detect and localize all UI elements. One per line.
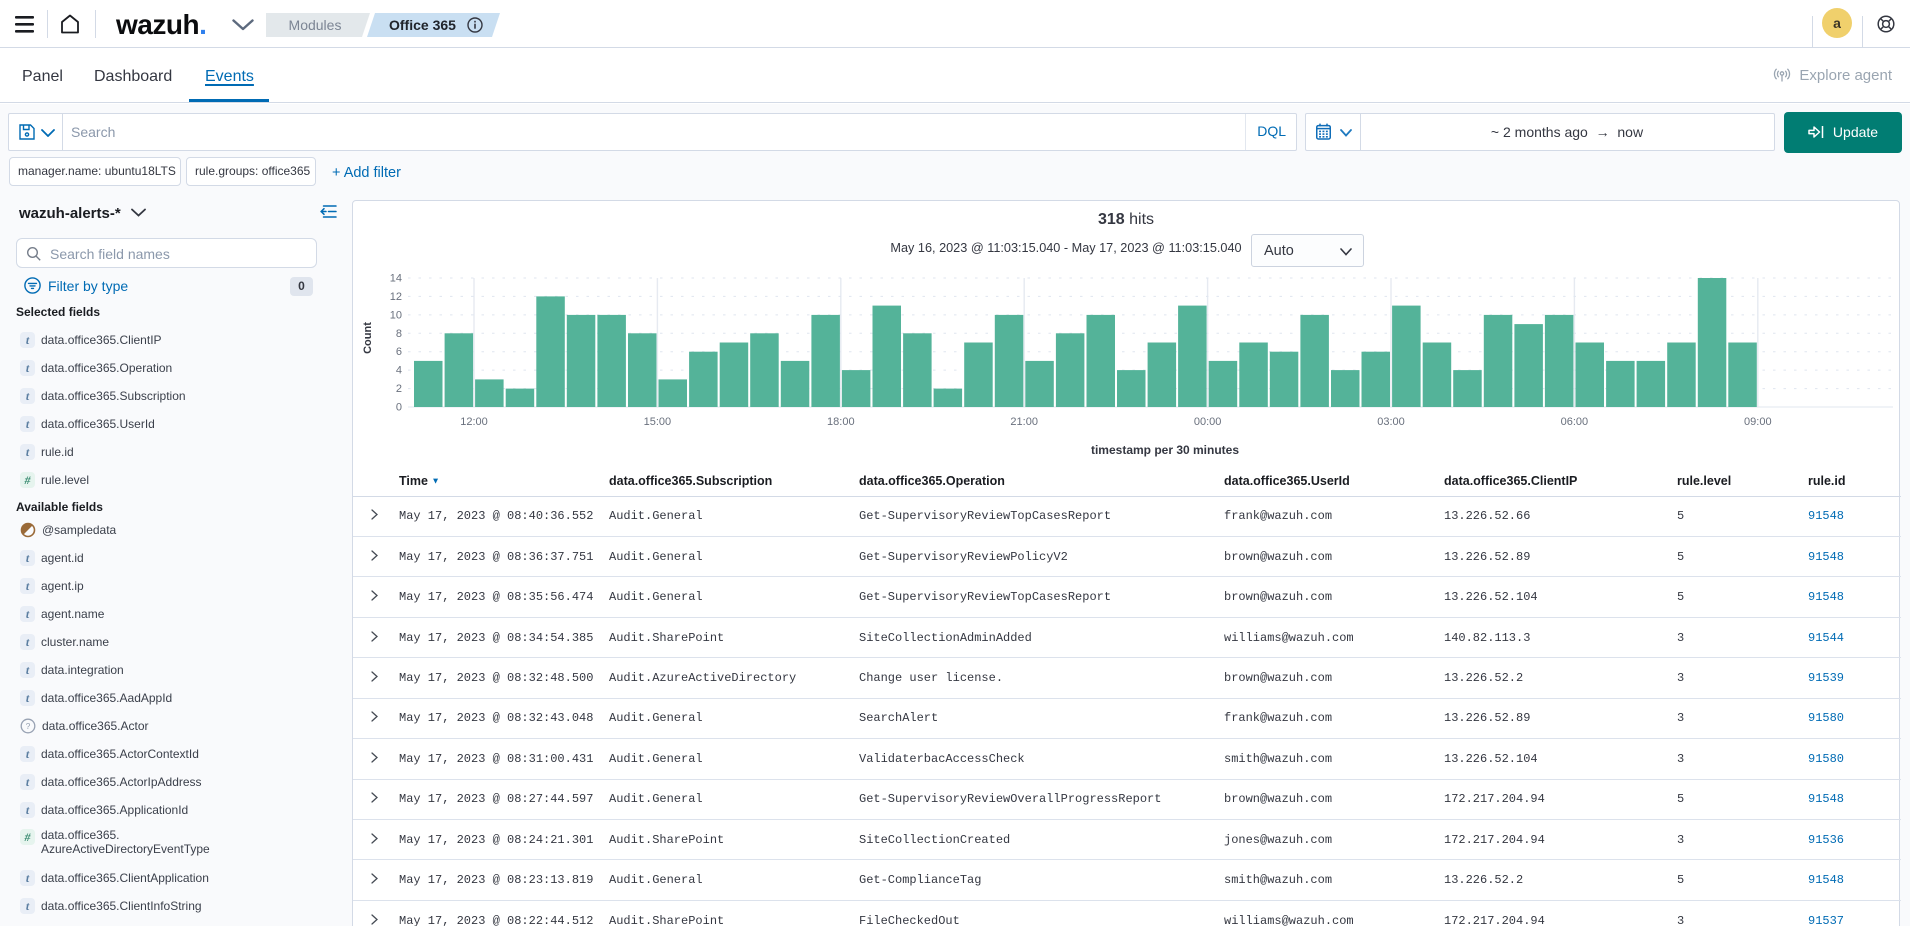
svg-text:6: 6 — [396, 346, 402, 358]
svg-text:12:00: 12:00 — [460, 416, 488, 428]
svg-text:4: 4 — [396, 365, 402, 377]
svg-text:14: 14 — [390, 273, 402, 285]
svg-text:03:00: 03:00 — [1377, 416, 1405, 428]
svg-text:06:00: 06:00 — [1561, 416, 1589, 428]
svg-text:2: 2 — [396, 383, 402, 395]
svg-text:10: 10 — [390, 309, 402, 321]
svg-text:0: 0 — [396, 402, 402, 414]
svg-text:?: ? — [26, 721, 31, 731]
svg-text:12: 12 — [390, 291, 402, 303]
svg-text:00:00: 00:00 — [1194, 416, 1222, 428]
svg-text:15:00: 15:00 — [644, 416, 672, 428]
svg-text:18:00: 18:00 — [827, 416, 855, 428]
svg-text:8: 8 — [396, 328, 402, 340]
svg-text:21:00: 21:00 — [1010, 416, 1038, 428]
svg-text:09:00: 09:00 — [1744, 416, 1772, 428]
